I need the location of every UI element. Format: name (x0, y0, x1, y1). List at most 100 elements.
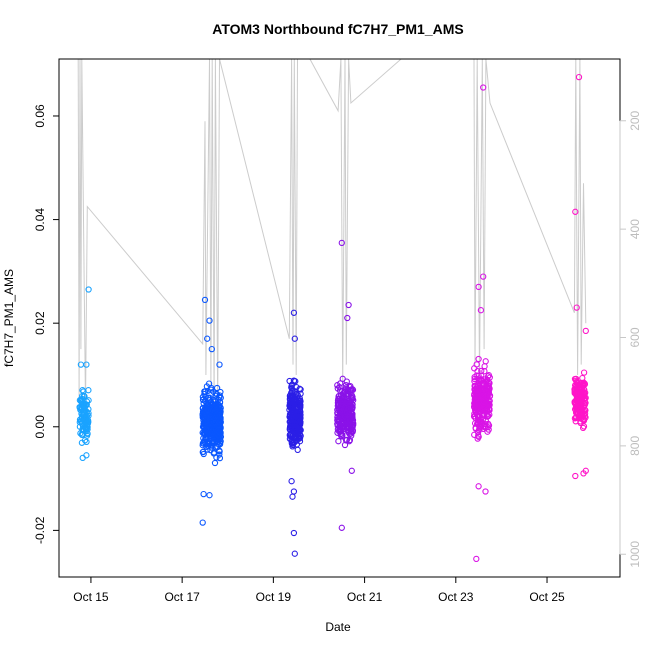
data-point (216, 411, 223, 419)
data-point (201, 390, 208, 398)
data-point (216, 454, 224, 462)
data-point (288, 397, 295, 404)
data-point (578, 379, 585, 387)
secondary-trace-layer (77, 59, 587, 407)
data-point (484, 373, 492, 380)
data-point (572, 418, 579, 425)
data-point (80, 409, 87, 417)
data-point (215, 435, 222, 442)
data-point (201, 415, 209, 422)
data-point (481, 363, 488, 370)
data-point (482, 358, 489, 365)
data-point (213, 429, 220, 436)
data-point (81, 437, 89, 444)
data-point-outlier (290, 309, 298, 316)
data-point (291, 423, 298, 431)
secondary-tick-label: 400 (628, 219, 642, 239)
data-point-outlier (200, 490, 207, 498)
data-point (207, 418, 215, 425)
data-point (475, 432, 482, 439)
data-point-outlier (288, 478, 295, 485)
data-point (290, 387, 297, 394)
data-point (581, 380, 588, 387)
data-point-outlier (475, 483, 482, 490)
data-point (485, 401, 492, 408)
data-point-outlier (480, 273, 487, 280)
data-point-outlier (575, 73, 583, 81)
data-point (574, 408, 581, 416)
data-point-outlier (291, 335, 298, 342)
data-point (572, 375, 580, 383)
y-tick-label: 0.00 (33, 415, 47, 439)
data-point (582, 389, 589, 396)
data-point (578, 412, 586, 420)
data-point-outlier (573, 304, 580, 311)
data-point-outlier (473, 555, 480, 563)
data-point (211, 408, 219, 415)
data-point (348, 405, 356, 413)
data-point (204, 446, 211, 453)
data-point (347, 386, 355, 394)
data-point (346, 438, 353, 445)
y-axis-label: fC7H7_PM1_AMS (2, 269, 16, 367)
data-point-outlier (572, 208, 579, 215)
data-point (210, 419, 218, 427)
data-point (290, 415, 297, 423)
data-point (214, 443, 221, 451)
x-tick-label: Oct 15 (73, 590, 109, 604)
data-point (339, 433, 346, 440)
y-tick-label: 0.02 (33, 311, 47, 335)
data-point-outlier (216, 361, 223, 368)
secondary-tick-label: 200 (628, 110, 642, 130)
y-axis: -0.02 0.00 0.02 0.04 0.06 (33, 104, 60, 544)
plot-area (76, 59, 589, 563)
secondary-tick-label: 800 (628, 436, 642, 456)
data-point (286, 411, 294, 418)
data-point (473, 361, 480, 368)
data-point (482, 423, 489, 431)
data-point-outlier (480, 84, 487, 91)
data-point (84, 421, 91, 429)
data-point (76, 423, 84, 430)
data-point-outlier (477, 307, 485, 314)
data-point-outlier (348, 467, 355, 474)
data-point (348, 395, 355, 402)
data-point-outlier (289, 493, 296, 500)
data-point-outlier (338, 524, 345, 531)
data-point-outlier (77, 361, 85, 368)
data-point (289, 381, 296, 388)
y-tick-label: -0.02 (33, 516, 47, 544)
data-point (296, 414, 303, 421)
data-point (201, 388, 208, 395)
secondary-y-axis: 200 400 600 800 1000 (619, 110, 642, 568)
data-point (201, 407, 208, 415)
secondary-trace-line (77, 59, 587, 407)
x-axis: Oct 15 Oct 17 Oct 19 Oct 21 Oct 23 Oct 25 (73, 576, 565, 604)
data-point (484, 385, 491, 392)
data-point (475, 399, 482, 406)
data-point (287, 423, 294, 431)
x-tick-label: Oct 19 (256, 590, 292, 604)
series-2 (199, 296, 225, 526)
data-point (216, 447, 223, 454)
data-point (200, 438, 207, 445)
data-point (580, 369, 588, 376)
data-point (80, 406, 87, 414)
data-point (297, 390, 304, 397)
x-tick-label: Oct 21 (347, 590, 383, 604)
data-point (474, 405, 482, 413)
data-point (217, 429, 224, 437)
series-1 (76, 286, 92, 462)
data-point (207, 413, 214, 421)
data-point (475, 377, 482, 385)
data-point (288, 393, 295, 401)
data-point (215, 423, 222, 430)
data-point (343, 404, 350, 412)
data-point (294, 446, 301, 454)
data-point (572, 377, 580, 384)
data-point (347, 428, 354, 435)
data-point (582, 407, 589, 414)
data-point (288, 439, 296, 447)
data-point-outlier (85, 286, 92, 293)
